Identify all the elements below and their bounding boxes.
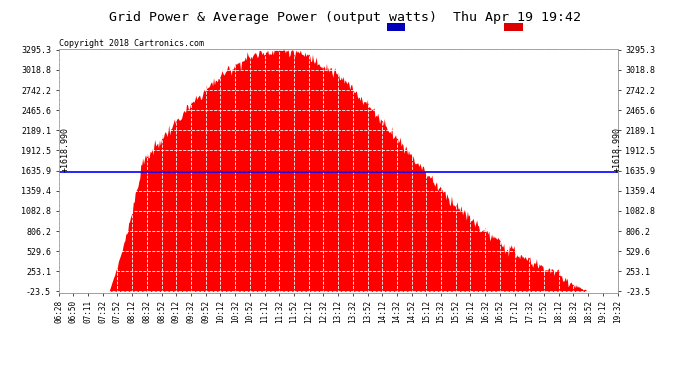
Text: Grid Power & Average Power (output watts)  Thu Apr 19 19:42: Grid Power & Average Power (output watts…: [109, 11, 581, 24]
Text: +1618.990: +1618.990: [613, 127, 622, 172]
Text: +1618.990: +1618.990: [61, 127, 70, 172]
Legend: Average (AC Watts), Grid  (AC Watts): Average (AC Watts), Grid (AC Watts): [385, 22, 613, 34]
Text: Copyright 2018 Cartronics.com: Copyright 2018 Cartronics.com: [59, 39, 204, 48]
